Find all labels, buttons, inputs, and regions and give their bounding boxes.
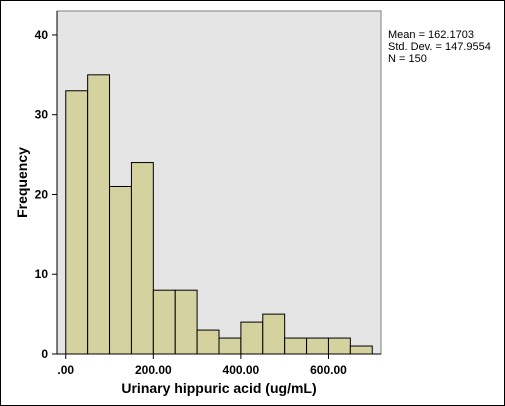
y-axis-title: Frequency — [14, 147, 30, 218]
histogram-bar — [218, 337, 242, 355]
y-tick-label: 20 — [35, 187, 49, 201]
y-tick-label: 40 — [35, 28, 49, 42]
histogram-bar — [306, 337, 329, 355]
y-ticks: 0 10 20 30 40 — [35, 28, 57, 361]
x-ticks: .00 200.00 400.00 600.00 — [57, 354, 347, 377]
n-label: N = 150 — [388, 53, 427, 65]
histogram-bar — [152, 289, 176, 355]
y-tick-label: 10 — [35, 267, 49, 281]
histogram-bar — [109, 185, 132, 355]
histogram-bar — [130, 162, 154, 355]
x-tick-label: 200.00 — [135, 363, 172, 377]
x-tick-label: 400.00 — [223, 363, 260, 377]
histogram-bar — [349, 345, 373, 355]
y-tick-label: 30 — [35, 108, 49, 122]
x-tick-label: .00 — [57, 363, 74, 377]
bars — [65, 74, 373, 355]
histogram-bar — [327, 337, 351, 355]
mean-label: Mean = 162.1703 — [388, 29, 474, 41]
histogram-bar — [284, 337, 308, 355]
y-tick-label: 0 — [41, 347, 48, 361]
histogram-bar — [174, 289, 198, 355]
std-dev-label: Std. Dev. = 147.9554 — [388, 41, 491, 53]
histogram-bar — [240, 321, 264, 355]
statistics-box: Mean = 162.1703 Std. Dev. = 147.9554 N =… — [388, 29, 491, 65]
histogram-bar — [87, 74, 111, 355]
x-tick-label: 600.00 — [310, 363, 347, 377]
histogram-bar — [65, 90, 89, 355]
histogram-bar — [196, 329, 220, 355]
histogram-bar — [262, 313, 286, 355]
x-axis-title: Urinary hippuric acid (ug/mL) — [121, 380, 316, 396]
